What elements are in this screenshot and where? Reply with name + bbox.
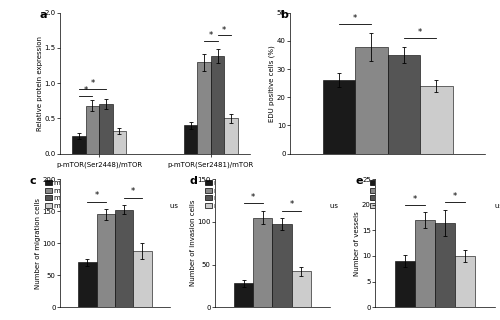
Bar bbox=[211, 56, 224, 154]
Bar bbox=[86, 106, 99, 154]
Bar bbox=[115, 210, 134, 307]
Text: *: * bbox=[453, 192, 457, 201]
Text: *: * bbox=[94, 191, 99, 200]
Text: e: e bbox=[355, 176, 362, 186]
Y-axis label: Number of migration cells: Number of migration cells bbox=[35, 198, 41, 289]
Text: *: * bbox=[413, 195, 417, 204]
Bar bbox=[72, 136, 86, 154]
Text: *: * bbox=[131, 188, 136, 196]
Bar bbox=[355, 47, 388, 154]
Text: *: * bbox=[84, 86, 88, 95]
Text: *: * bbox=[209, 31, 213, 40]
Bar bbox=[198, 62, 211, 154]
Bar bbox=[292, 271, 311, 307]
Bar bbox=[254, 218, 272, 307]
Bar bbox=[78, 262, 96, 307]
Text: d: d bbox=[190, 176, 198, 186]
Bar bbox=[224, 118, 237, 154]
Legend: mimic -NC, miR-199a-5p mimic, miR-199a-5p mimic + DMSO, miR-199a-5p mimic + MK-2: mimic -NC, miR-199a-5p mimic, miR-199a-5… bbox=[60, 13, 178, 43]
Text: c: c bbox=[30, 176, 36, 186]
Bar bbox=[234, 283, 254, 307]
Text: b: b bbox=[280, 10, 288, 20]
Bar bbox=[455, 256, 475, 307]
Bar bbox=[272, 224, 291, 307]
Legend: mimic -NC, miR-199a-5p mimic, miR-199a-5p mimic + DMSO, miR-199a-5p mimic + tems: mimic -NC, miR-199a-5p mimic, miR-199a-5… bbox=[300, 13, 434, 43]
Text: a: a bbox=[40, 10, 48, 20]
Text: *: * bbox=[418, 28, 422, 37]
Bar bbox=[96, 214, 115, 307]
Y-axis label: Number of invasion cells: Number of invasion cells bbox=[190, 200, 196, 286]
Bar bbox=[395, 261, 415, 307]
Y-axis label: EDU positive cells (%): EDU positive cells (%) bbox=[269, 45, 276, 122]
Bar bbox=[435, 223, 455, 307]
Text: *: * bbox=[251, 193, 256, 202]
Text: *: * bbox=[290, 201, 294, 210]
Y-axis label: Relative protein expression: Relative protein expression bbox=[37, 36, 43, 131]
Legend: mimic -NC, miR-199a-5p mimic, miR-199a-5p mimic + DMSO, miR-199a-5p mimic + tems: mimic -NC, miR-199a-5p mimic, miR-199a-5… bbox=[44, 180, 179, 209]
Bar bbox=[134, 251, 152, 307]
Legend: mimic -NC, miR-199a-5p mimic, miR-199a-5p mimic + DMSO, miR-199a-5p mimic + tems: mimic -NC, miR-199a-5p mimic, miR-199a-5… bbox=[370, 180, 500, 209]
Text: *: * bbox=[222, 26, 226, 35]
Bar bbox=[415, 220, 435, 307]
Bar bbox=[420, 86, 452, 154]
Bar bbox=[99, 104, 112, 154]
Bar bbox=[322, 80, 355, 154]
Bar bbox=[388, 55, 420, 154]
Bar bbox=[184, 125, 198, 154]
Text: *: * bbox=[353, 14, 357, 23]
Legend: mimic -NC, miR-199a-5p mimic, miR-199a-5p mimic + DMSO, miR-199a-5p mimic + tems: mimic -NC, miR-199a-5p mimic, miR-199a-5… bbox=[204, 180, 339, 209]
Text: *: * bbox=[90, 79, 94, 88]
Y-axis label: Number of vessels: Number of vessels bbox=[354, 211, 360, 276]
Bar bbox=[112, 131, 126, 154]
